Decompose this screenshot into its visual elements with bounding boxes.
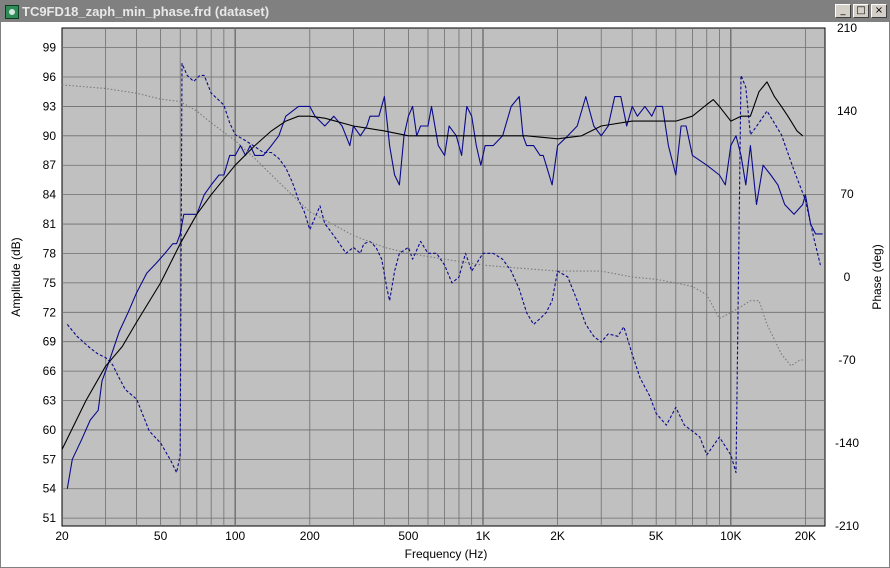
left-tick-label: 87 <box>43 158 57 172</box>
x-tick-label: 500 <box>398 529 418 543</box>
window-controls: _ □ × <box>835 4 887 18</box>
right-tick-label: 70 <box>840 187 854 201</box>
left-tick-label: 66 <box>43 364 57 378</box>
left-tick-label: 63 <box>43 394 57 408</box>
right-axis-label: Phase (deg) <box>870 244 884 309</box>
left-tick-label: 78 <box>43 246 57 260</box>
x-tick-label: 20 <box>55 529 69 543</box>
right-tick-label: -70 <box>838 353 856 367</box>
x-tick-label: 100 <box>225 529 245 543</box>
left-tick-label: 81 <box>43 217 57 231</box>
plot-area <box>61 27 826 527</box>
series-layer <box>62 63 823 489</box>
left-tick-label: 75 <box>43 276 57 290</box>
x-tick-label: 1K <box>476 529 491 543</box>
left-axis-label: Amplitude (dB) <box>9 237 23 316</box>
x-tick-label: 20K <box>795 529 816 543</box>
x-tick-label: 50 <box>154 529 168 543</box>
x-tick-label: 2K <box>550 529 565 543</box>
right-tick-label: 210 <box>837 22 857 35</box>
left-tick-label: 72 <box>43 305 57 319</box>
frequency-response-chart: 20 50 100 200 500 1K 2K 5K 10K 20K 99 96 93 90 87 84 81 7… <box>9 22 884 561</box>
window-title: TC9FD18_zaph_min_phase.frd (dataset) <box>22 4 270 19</box>
x-tick-label: 5K <box>649 529 664 543</box>
left-tick-label: 84 <box>43 188 57 202</box>
right-tick-label: 0 <box>844 270 851 284</box>
series-phase-model <box>62 84 806 367</box>
left-tick-label: 99 <box>43 41 57 55</box>
left-tick-label: 96 <box>43 70 57 84</box>
right-tick-label: -210 <box>835 519 859 533</box>
close-button[interactable]: × <box>871 4 887 18</box>
left-tick-label: 90 <box>43 129 57 143</box>
x-axis-label: Frequency (Hz) <box>405 547 488 561</box>
left-tick-label: 54 <box>43 482 57 496</box>
left-tick-label: 51 <box>43 511 57 525</box>
left-tick-label: 57 <box>43 452 57 466</box>
tick-labels: 20 50 100 200 500 1K 2K 5K 10K 20K 99 96 93 90 87 84 81 7… <box>43 22 860 543</box>
title-bar[interactable]: TC9FD18_zaph_min_phase.frd (dataset) _ □… <box>1 1 889 22</box>
right-tick-label: 140 <box>837 104 857 118</box>
right-tick-label: -140 <box>835 436 859 450</box>
minimize-button[interactable]: _ <box>835 4 851 18</box>
left-tick-label: 69 <box>43 335 57 349</box>
left-tick-label: 93 <box>43 99 57 113</box>
maximize-button[interactable]: □ <box>853 4 869 18</box>
left-tick-label: 60 <box>43 423 57 437</box>
app-icon[interactable] <box>5 4 19 19</box>
grid-lines <box>62 28 825 526</box>
x-tick-label: 10K <box>720 529 741 543</box>
x-tick-label: 200 <box>300 529 320 543</box>
series-amplitude-model <box>62 81 804 450</box>
series-amplitude-measured <box>66 96 823 489</box>
